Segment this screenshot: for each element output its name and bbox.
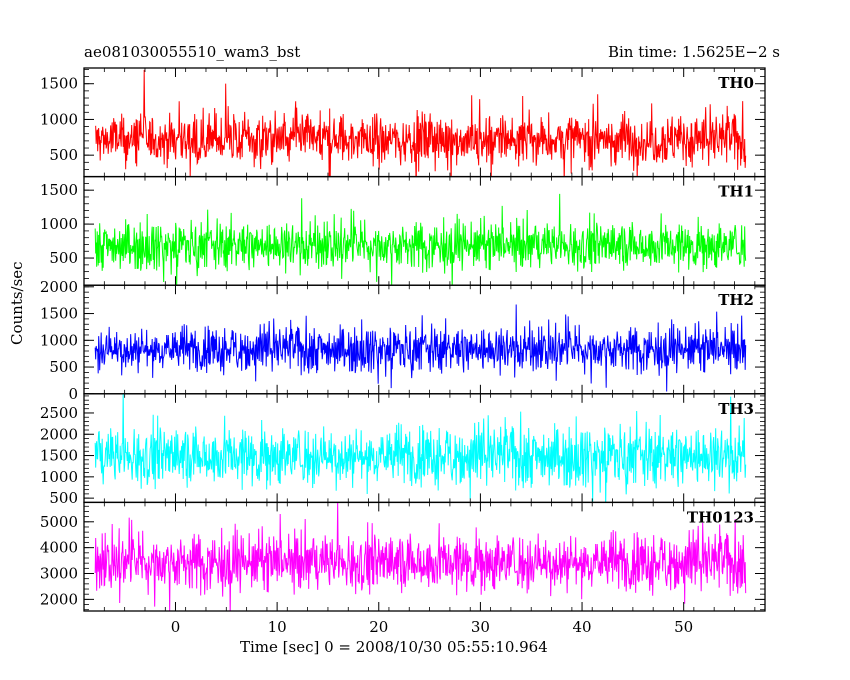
y-tick-label: 500 (49, 489, 78, 507)
panel-label-th0123: TH0123 (687, 508, 754, 526)
y-tick-label: 1500 (40, 305, 78, 323)
y-tick-label: 1000 (40, 331, 78, 349)
panel-frame-th1 (83, 175, 766, 286)
x-tick-label: 10 (268, 618, 287, 636)
y-tick-label: 2500 (40, 404, 78, 422)
y-tick-label: 1000 (40, 110, 78, 128)
y-tick-label: 1000 (40, 468, 78, 486)
y-tick-label: 2000 (40, 590, 78, 608)
y-tick-label: 2000 (40, 425, 78, 443)
series-line-th0123 (94, 502, 747, 611)
y-tick-label: 500 (49, 358, 78, 376)
x-tick-label: 40 (572, 618, 591, 636)
y-tick-label: 3000 (40, 565, 78, 583)
series-line-th1 (94, 193, 747, 286)
panel-frame-th0123 (83, 501, 766, 612)
y-tick-label: 4000 (40, 539, 78, 557)
y-tick-label: 1500 (40, 447, 78, 465)
x-tick-label: 50 (674, 618, 693, 636)
x-tick-label: 20 (369, 618, 388, 636)
y-tick-label: 1000 (40, 215, 78, 233)
bin-time-label: Bin time: 1.5625E−2 s (607, 43, 780, 61)
series-line-th2 (94, 304, 747, 392)
x-tick-label: 0 (171, 618, 181, 636)
series-line-th0 (95, 69, 747, 177)
y-tick-label: 1500 (40, 181, 78, 199)
y-tick-label: 2000 (40, 278, 78, 296)
series-line-th3 (94, 393, 747, 503)
y-tick-label: 500 (49, 146, 78, 164)
panel-label-th3: TH3 (718, 400, 754, 418)
y-tick-label: 5000 (40, 513, 78, 531)
panel-label-th0: TH0 (718, 74, 754, 92)
x-tick-label: 30 (471, 618, 490, 636)
panel-label-th1: TH1 (718, 183, 754, 201)
panel-label-th2: TH2 (718, 291, 754, 309)
y-tick-label: 0 (68, 385, 78, 403)
y-tick-label: 1500 (40, 75, 78, 93)
x-axis-label: Time [sec] 0 = 2008/10/30 05:55:10.964 (240, 638, 548, 656)
chart-title: ae081030055510_wam3_bst (84, 43, 301, 61)
y-tick-label: 500 (49, 249, 78, 267)
